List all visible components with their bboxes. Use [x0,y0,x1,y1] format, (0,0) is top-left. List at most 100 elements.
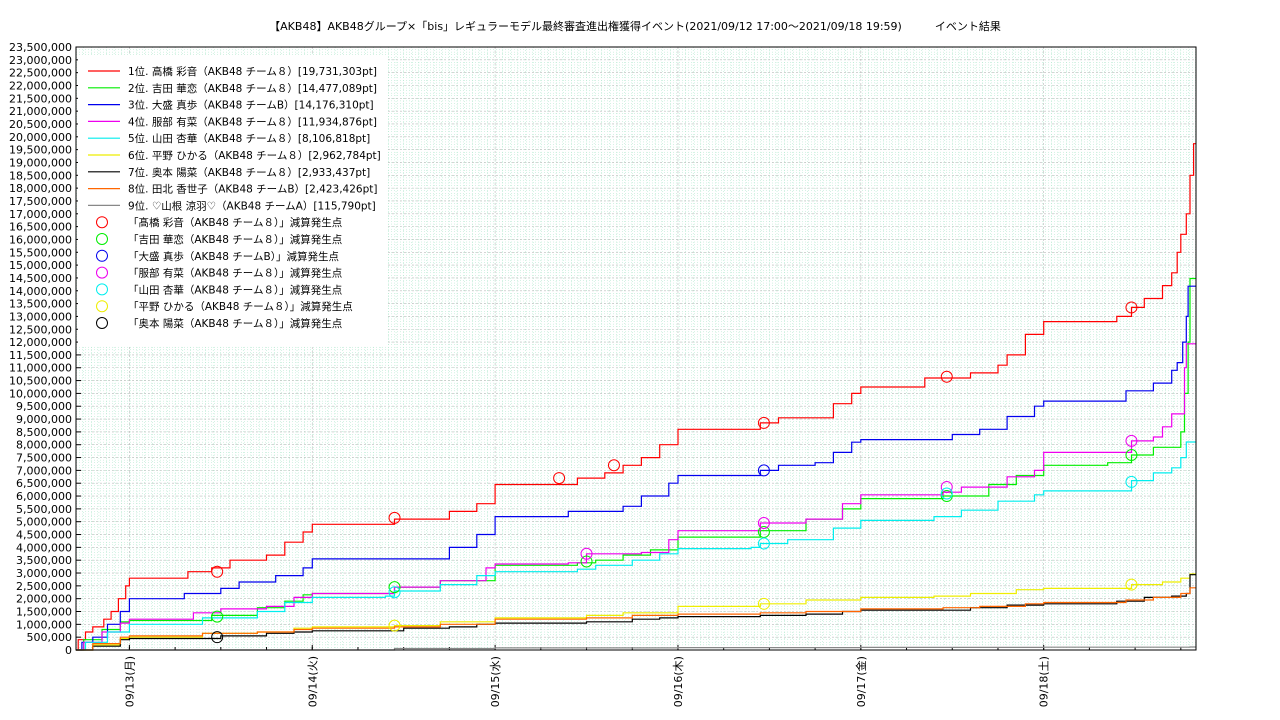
x-axis: 09/13(月) 09/14(火) 09/15(水) 09/16(木) 09/17(金)… [83,645,1182,707]
y-tick-label: 12,000,000 [9,336,72,349]
y-tick-label: 18,000,000 [9,182,72,195]
legend-marker-entry-5: 「山田 杏華（AKB48 チーム８）」減算発生点 [128,283,342,296]
x-tick-label: 09/14(火) [306,656,319,707]
reduction-marker-1 [211,565,224,578]
reduction-marker-5 [940,487,953,500]
y-tick-label: 14,500,000 [9,272,72,285]
y-tick-label: 17,000,000 [9,208,72,221]
y-tick-label: 19,500,000 [9,144,72,157]
reduction-marker-4 [580,547,593,560]
reduction-marker-6 [388,619,401,632]
reduction-marker-2 [940,490,953,503]
reduction-marker-2 [580,555,593,568]
x-tick-label: 09/18(土) [1038,656,1051,707]
y-tick-label: 0 [65,644,72,657]
y-tick-label: 21,500,000 [9,92,72,105]
legend-swatch-marker [96,216,108,229]
x-tick-label: 09/16(木) [672,656,685,707]
reduction-marker-1 [757,416,770,429]
reduction-marker-5 [388,586,401,599]
legend-entry-9: 9位. ♡山根 涼羽♡（AKB48 チームA）[115,790pt] [128,199,376,212]
reduction-marker-1 [1125,301,1138,314]
y-tick-label: 4,500,000 [16,529,72,542]
reduction-marker-6 [1125,578,1138,591]
y-tick-label: 19,000,000 [9,156,72,169]
y-tick-label: 21,000,000 [9,105,72,118]
x-tick-label: 09/15(水) [489,656,502,707]
y-tick-label: 23,500,000 [9,41,72,54]
y-tick-label: 500,000 [27,631,73,644]
y-tick-label: 11,500,000 [9,349,72,362]
y-tick-label: 8,500,000 [16,426,72,439]
reduction-marker-6 [757,597,770,610]
y-tick-label: 5,000,000 [16,516,72,529]
legend-entry-5: 5位. 山田 杏華（AKB48 チーム８）[8,106,818pt] [128,132,370,145]
legend-swatch-marker [96,249,108,262]
reduction-marker-2 [1125,448,1138,461]
reduction-marker-2 [211,610,224,623]
legend-entry-4: 4位. 服部 有菜（AKB48 チーム８）[11,934,876pt] [128,115,377,128]
y-tick-label: 20,500,000 [9,118,72,131]
y-tick-label: 15,000,000 [9,259,72,272]
y-tick-label: 1,500,000 [16,606,72,619]
reduction-marker-4 [757,516,770,529]
y-tick-label: 9,000,000 [16,413,72,426]
legend-entry-6: 6位. 平野 ひかる（AKB48 チーム８）[2,962,784pt] [128,149,381,162]
legend-swatch-marker [96,266,108,279]
x-tick-label: 09/17(金) [854,656,868,707]
y-tick-label: 20,000,000 [9,131,72,144]
y-tick-label: 22,000,000 [9,79,72,92]
legend-marker-entry-4: 「服部 有菜（AKB48 チーム８）」減算発生点 [128,267,342,280]
reduction-marker-5 [757,537,770,550]
chart-title: 【AKB48】AKB48グループ×「bis」レギュラーモデル最終審査進出権獲得イ… [269,19,1001,33]
y-tick-label: 23,000,000 [9,54,72,67]
legend-marker-entry-6: 「平野 ひかる（AKB48 チーム８）」減算発生点 [128,300,353,313]
y-tick-label: 10,000,000 [9,387,72,400]
y-tick-label: 7,500,000 [16,452,72,465]
legend-swatch-marker [96,283,108,296]
y-tick-label: 13,500,000 [9,298,72,311]
legend-marker-entry-7: 「奥本 陽菜（AKB48 チーム８）」減算発生点 [128,317,342,330]
y-tick-label: 14,000,000 [9,285,72,298]
y-tick-label: 6,500,000 [16,477,72,490]
y-tick-label: 18,500,000 [9,169,72,182]
series-line-2 [76,277,1196,651]
y-tick-label: 9,500,000 [16,400,72,413]
y-axis: 0500,0001,000,0001,500,0002,000,0002,500… [9,41,81,657]
legend-swatch-marker [96,300,108,313]
y-tick-label: 17,500,000 [9,195,72,208]
legend-swatch-marker [96,317,108,329]
legend-entry-7: 7位. 奥本 陽菜（AKB48 チーム８）[2,933,437pt] [128,166,370,179]
legend-entry-2: 2位. 吉田 華恋（AKB48 チーム８）[14,477,089pt] [128,82,377,95]
reduction-marker-7 [211,631,224,644]
legend: 1位. 高橋 彩音（AKB48 チーム８）[19,731,303pt] 2位. 吉… [78,55,388,345]
legend-marker-entry-3: 「大盛 真歩（AKB48 チームB）」減算発生点 [128,250,339,263]
y-tick-label: 16,500,000 [9,221,72,234]
reduction-marker-3 [757,464,770,477]
series-line-3 [76,285,1196,651]
y-tick-label: 2,000,000 [16,593,72,606]
y-tick-label: 3,000,000 [16,567,72,580]
y-tick-label: 4,000,000 [16,541,72,554]
plot-frame [75,46,1197,651]
y-tick-label: 13,000,000 [9,310,72,323]
series-line-1 [76,143,1196,651]
y-tick-label: 3,500,000 [16,554,72,567]
legend-marker-entry-2: 「吉田 華恋（AKB48 チーム８）」減算発生点 [128,233,342,246]
y-tick-label: 16,000,000 [9,233,72,246]
reduction-marker-1 [388,511,401,524]
legend-entry-1: 1位. 高橋 彩音（AKB48 チーム８）[19,731,303pt] [128,65,377,78]
reduction-marker-2 [757,525,770,538]
y-tick-label: 12,500,000 [9,323,72,336]
legend-entry-3: 3位. 大盛 真歩（AKB48 チームB）[14,176,310pt] [128,99,374,112]
series-line-5 [76,441,1196,651]
y-tick-label: 2,500,000 [16,580,72,593]
reduction-marker-1 [553,472,566,485]
reduction-marker-1 [940,370,953,383]
reduction-marker-4 [940,481,953,494]
y-tick-label: 8,000,000 [16,439,72,452]
series-line-8 [76,587,1196,651]
x-tick-label: 09/13(月) [123,656,136,707]
y-tick-label: 15,500,000 [9,246,72,259]
